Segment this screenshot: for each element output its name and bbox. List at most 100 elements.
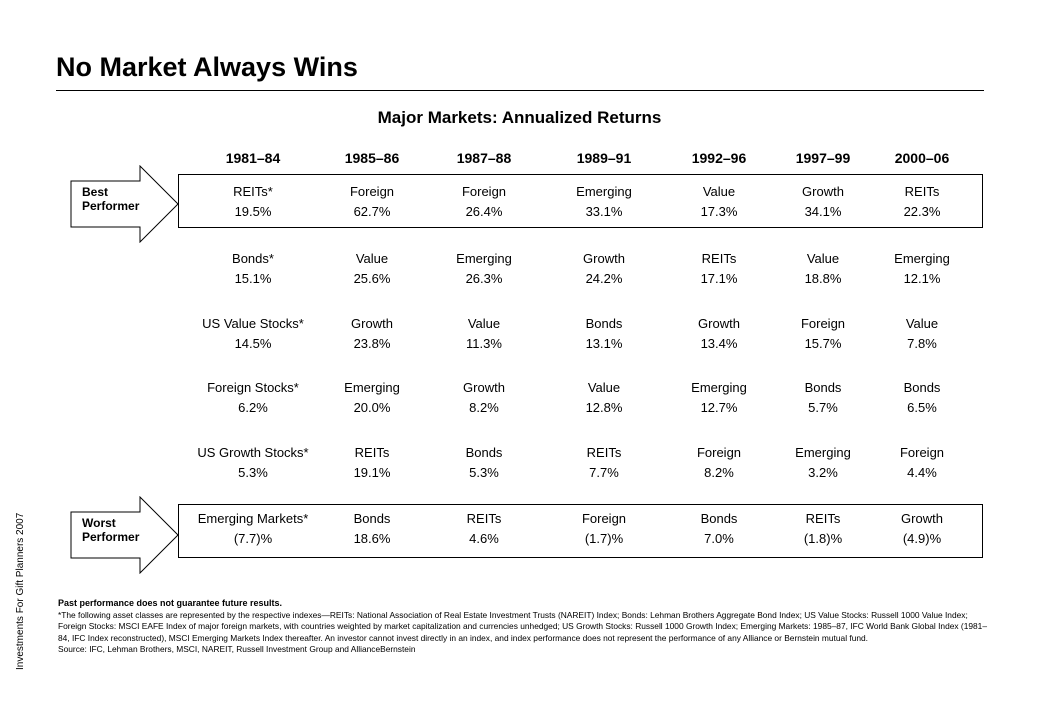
footnotes: Past performance does not guarantee futu…	[58, 598, 988, 656]
period-header: 1985–86	[344, 150, 400, 166]
return-value: 26.4%	[465, 204, 503, 219]
asset-class-label: Bonds	[804, 380, 842, 395]
return-value: 6.2%	[238, 400, 268, 415]
return-cell: Emerging Markets* (7.7)%	[178, 509, 328, 549]
return-value: 4.6%	[469, 531, 499, 546]
asset-class-label: Growth	[802, 184, 844, 199]
best-performer-box	[178, 174, 983, 228]
return-value: 7.7%	[589, 465, 619, 480]
return-value: 13.1%	[585, 336, 623, 351]
return-value: 5.3%	[469, 465, 499, 480]
best-label-line-1: Best	[82, 185, 109, 199]
asset-class-label: Value	[587, 380, 621, 395]
return-cell: REITs 4.6%	[409, 509, 559, 549]
return-value: 23.8%	[353, 336, 391, 351]
return-value: (1.7)%	[584, 531, 624, 546]
return-cell: Growth 23.8%	[297, 314, 447, 354]
return-value: 20.0%	[353, 400, 391, 415]
source-text: Source: IFC, Lehman Brothers, MSCI, NARE…	[58, 644, 416, 654]
disclaimer-text: Past performance does not guarantee futu…	[58, 598, 283, 608]
return-value: 12.8%	[585, 400, 623, 415]
asset-class-label: REITs	[466, 511, 502, 526]
return-cell: Value 7.8%	[847, 314, 997, 354]
return-cell: Bonds* 15.1%	[178, 249, 328, 289]
return-value: 24.2%	[585, 271, 623, 286]
asset-class-label: Emerging	[691, 380, 747, 395]
asset-class-label: Emerging	[894, 251, 950, 266]
return-cell: Foreign 8.2%	[644, 443, 794, 483]
return-cell: Emerging 12.7%	[644, 378, 794, 418]
return-cell: Bonds 7.0%	[644, 509, 794, 549]
asset-class-label: Bonds	[903, 380, 941, 395]
asset-class-label: Foreign	[349, 184, 395, 199]
return-value: 5.3%	[238, 465, 268, 480]
asset-class-label: Bonds	[353, 511, 391, 526]
return-cell: Foreign 26.4%	[409, 182, 559, 222]
return-value: 18.6%	[353, 531, 391, 546]
asset-class-label: US Growth Stocks*	[197, 445, 309, 460]
return-cell: REITs* 19.5%	[178, 182, 328, 222]
period-header: 1981–84	[225, 150, 281, 166]
return-value: 22.3%	[903, 204, 941, 219]
worst-label-line-2: Performer	[82, 530, 140, 544]
return-cell: US Value Stocks* 14.5%	[178, 314, 328, 354]
return-cell: Growth (4.9)%	[847, 509, 997, 549]
return-cell: REITs 17.1%	[644, 249, 794, 289]
asset-class-label: Foreign Stocks*	[207, 380, 299, 395]
return-value: 6.5%	[907, 400, 937, 415]
return-value: 12.1%	[903, 271, 941, 286]
return-cell: Foreign 62.7%	[297, 182, 447, 222]
return-cell: Emerging 26.3%	[409, 249, 559, 289]
period-header: 1989–91	[576, 150, 632, 166]
return-cell: Bonds 13.1%	[529, 314, 679, 354]
return-value: 7.8%	[907, 336, 937, 351]
asset-class-label: US Value Stocks*	[202, 316, 304, 331]
asset-class-label: Value	[702, 184, 736, 199]
return-value: 8.2%	[704, 465, 734, 480]
best-performer-label: Best Performer	[82, 185, 139, 213]
page-title: No Market Always Wins	[56, 52, 358, 82]
return-value: (7.7)%	[233, 531, 273, 546]
asset-class-label: REITs*	[233, 184, 273, 199]
return-cell: US Growth Stocks* 5.3%	[178, 443, 328, 483]
return-cell: REITs (1.8)%	[748, 509, 898, 549]
return-cell: Growth 34.1%	[748, 182, 898, 222]
return-value: 12.7%	[700, 400, 738, 415]
return-cell: Foreign (1.7)%	[529, 509, 679, 549]
asset-class-label: Growth	[698, 316, 740, 331]
return-value: 7.0%	[704, 531, 734, 546]
return-cell: REITs 7.7%	[529, 443, 679, 483]
asset-class-label: Foreign	[800, 316, 846, 331]
asset-class-label: Growth	[583, 251, 625, 266]
asset-class-label: REITs	[586, 445, 622, 460]
return-cell: Growth 13.4%	[644, 314, 794, 354]
return-value: 4.4%	[907, 465, 937, 480]
return-value: 11.3%	[466, 336, 502, 351]
asset-class-label: Emerging	[576, 184, 632, 199]
asset-class-label: Bonds	[585, 316, 623, 331]
asset-class-label: Bonds	[465, 445, 503, 460]
return-value: 17.3%	[700, 204, 738, 219]
return-value: 17.1%	[700, 271, 738, 286]
best-performer-arrow: Best Performer	[70, 165, 180, 243]
return-cell: Emerging 20.0%	[297, 378, 447, 418]
return-value: 33.1%	[585, 204, 623, 219]
return-cell: Value 11.3%	[409, 314, 559, 354]
worst-performer-box	[178, 504, 983, 558]
return-cell: Emerging 33.1%	[529, 182, 679, 222]
return-cell: REITs 19.1%	[297, 443, 447, 483]
period-header: 1997–99	[795, 150, 851, 166]
asset-class-label: Bonds*	[232, 251, 274, 266]
return-cell: Growth 8.2%	[409, 378, 559, 418]
asset-class-label: Bonds	[700, 511, 738, 526]
return-value: 18.8%	[804, 271, 842, 286]
asset-class-label: Emerging	[344, 380, 400, 395]
asset-class-label: Value	[806, 251, 840, 266]
return-value: 34.1%	[804, 204, 842, 219]
return-value: 14.5%	[234, 336, 272, 351]
worst-performer-label: Worst Performer	[82, 516, 139, 544]
worst-label-line-1: Worst	[82, 516, 116, 530]
asset-class-label: REITs	[354, 445, 390, 460]
asset-class-label: Value	[467, 316, 501, 331]
table-subtitle: Major Markets: Annualized Returns	[377, 108, 662, 127]
